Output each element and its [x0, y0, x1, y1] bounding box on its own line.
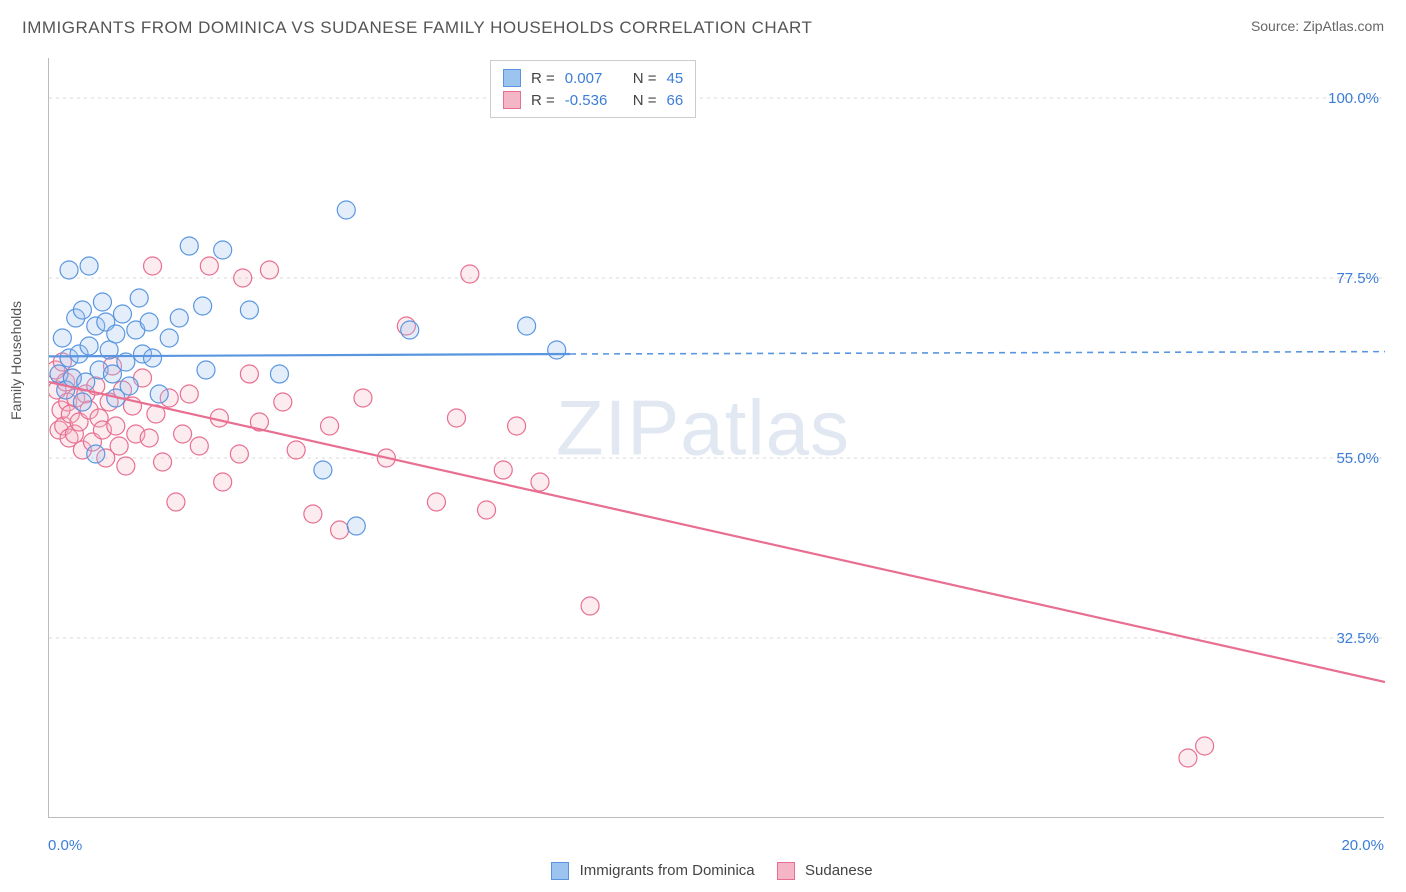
n-label: N = [633, 70, 657, 87]
n-value-2: 66 [667, 92, 684, 109]
y-axis-label: Family Households [8, 301, 24, 420]
source-prefix: Source: [1251, 18, 1303, 34]
swatch-series-1 [503, 69, 521, 87]
legend-label-1: Immigrants from Dominica [580, 862, 755, 879]
svg-text:77.5%: 77.5% [1336, 270, 1379, 287]
x-axis-max-label: 20.0% [1341, 837, 1384, 854]
svg-text:55.0%: 55.0% [1336, 450, 1379, 467]
legend-row-series-1: R = 0.007 N = 45 [503, 67, 683, 89]
r-label: R = [531, 70, 555, 87]
swatch-bottom-1 [551, 862, 569, 880]
n-label: N = [633, 92, 657, 109]
chart-title: IMMIGRANTS FROM DOMINICA VS SUDANESE FAM… [22, 18, 812, 38]
correlation-legend: R = 0.007 N = 45 R = -0.536 N = 66 [490, 60, 696, 118]
source-label: Source: ZipAtlas.com [1251, 18, 1384, 34]
n-value-1: 45 [667, 70, 684, 87]
scatter-chart-svg: 32.5% 55.0% 77.5% 100.0% [49, 58, 1385, 818]
r-value-2: -0.536 [565, 92, 623, 109]
source-link[interactable]: ZipAtlas.com [1303, 18, 1384, 34]
legend-row-series-2: R = -0.536 N = 66 [503, 89, 683, 111]
swatch-bottom-2 [777, 862, 795, 880]
series-legend: Immigrants from Dominica Sudanese [0, 862, 1406, 880]
r-value-1: 0.007 [565, 70, 623, 87]
chart-plot-area: 32.5% 55.0% 77.5% 100.0% [48, 58, 1384, 818]
r-label: R = [531, 92, 555, 109]
legend-label-2: Sudanese [805, 862, 873, 879]
swatch-series-2 [503, 91, 521, 109]
svg-text:32.5%: 32.5% [1336, 630, 1379, 647]
svg-text:100.0%: 100.0% [1328, 90, 1379, 107]
x-axis-min-label: 0.0% [48, 837, 82, 854]
